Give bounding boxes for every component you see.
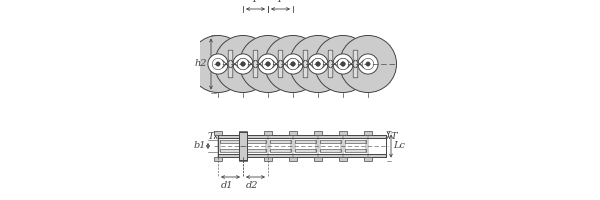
FancyBboxPatch shape [264,157,272,161]
Circle shape [341,62,345,66]
FancyBboxPatch shape [239,131,247,135]
FancyBboxPatch shape [339,131,347,135]
Circle shape [287,58,299,70]
Circle shape [312,58,324,70]
FancyBboxPatch shape [218,154,386,157]
Circle shape [308,54,328,74]
Circle shape [190,35,247,93]
Circle shape [241,62,245,66]
FancyBboxPatch shape [228,50,233,78]
FancyBboxPatch shape [245,149,266,152]
Circle shape [239,35,296,93]
Circle shape [233,54,253,74]
Circle shape [314,35,371,93]
FancyBboxPatch shape [220,140,241,143]
FancyBboxPatch shape [295,149,316,152]
Circle shape [266,62,270,66]
FancyBboxPatch shape [320,149,341,152]
Circle shape [208,54,228,74]
Text: Lc: Lc [394,142,406,150]
Circle shape [337,58,349,70]
FancyBboxPatch shape [245,140,266,143]
Circle shape [341,62,346,66]
Circle shape [241,62,245,66]
Circle shape [291,62,295,66]
FancyBboxPatch shape [292,45,320,83]
FancyBboxPatch shape [278,50,283,78]
Circle shape [262,58,274,70]
FancyBboxPatch shape [328,50,333,78]
FancyBboxPatch shape [266,45,295,83]
Circle shape [216,62,220,66]
FancyBboxPatch shape [344,140,367,143]
FancyBboxPatch shape [239,157,247,161]
FancyBboxPatch shape [314,131,322,135]
Circle shape [258,54,278,74]
FancyBboxPatch shape [264,131,272,135]
Circle shape [287,58,299,70]
Circle shape [266,62,271,66]
Circle shape [291,62,295,66]
Circle shape [212,58,224,70]
FancyBboxPatch shape [364,131,372,135]
FancyBboxPatch shape [214,157,222,161]
Circle shape [312,58,324,70]
Circle shape [366,62,370,66]
FancyBboxPatch shape [214,131,222,135]
Text: b1: b1 [194,142,206,150]
Circle shape [262,58,274,70]
Circle shape [283,54,303,74]
Circle shape [215,62,220,66]
FancyBboxPatch shape [253,50,258,78]
FancyBboxPatch shape [295,140,316,143]
Circle shape [333,54,353,74]
Circle shape [237,58,249,70]
Text: T: T [391,132,397,141]
FancyBboxPatch shape [353,50,358,78]
Text: h2: h2 [195,60,208,68]
FancyBboxPatch shape [303,50,308,78]
Circle shape [241,62,245,66]
Circle shape [316,62,320,66]
FancyBboxPatch shape [269,140,292,143]
Circle shape [290,62,295,66]
FancyBboxPatch shape [344,149,367,152]
Circle shape [362,58,374,70]
FancyBboxPatch shape [217,45,245,83]
Text: d2: d2 [246,181,258,190]
FancyBboxPatch shape [364,157,372,161]
FancyBboxPatch shape [341,45,370,83]
FancyBboxPatch shape [218,135,386,138]
Circle shape [266,62,270,66]
FancyBboxPatch shape [320,140,341,143]
Circle shape [341,62,345,66]
Circle shape [358,54,378,74]
Circle shape [289,35,347,93]
Circle shape [265,35,322,93]
Circle shape [214,35,272,93]
Text: d1: d1 [221,181,233,190]
Circle shape [316,62,320,66]
FancyBboxPatch shape [289,131,297,135]
FancyBboxPatch shape [316,45,344,83]
FancyBboxPatch shape [241,45,269,83]
FancyBboxPatch shape [239,132,247,160]
FancyBboxPatch shape [314,157,322,161]
FancyBboxPatch shape [289,157,297,161]
Circle shape [237,58,249,70]
Text: P: P [277,0,284,4]
Text: T: T [207,132,214,141]
FancyBboxPatch shape [269,149,292,152]
Circle shape [365,62,370,66]
FancyBboxPatch shape [220,149,241,152]
Circle shape [337,58,349,70]
Circle shape [340,35,397,93]
Circle shape [316,62,320,66]
Text: P: P [252,0,259,4]
FancyBboxPatch shape [339,157,347,161]
